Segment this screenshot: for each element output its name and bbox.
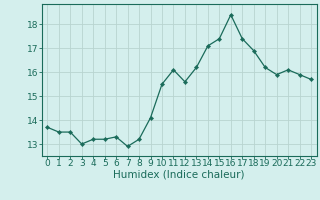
X-axis label: Humidex (Indice chaleur): Humidex (Indice chaleur)	[114, 170, 245, 180]
